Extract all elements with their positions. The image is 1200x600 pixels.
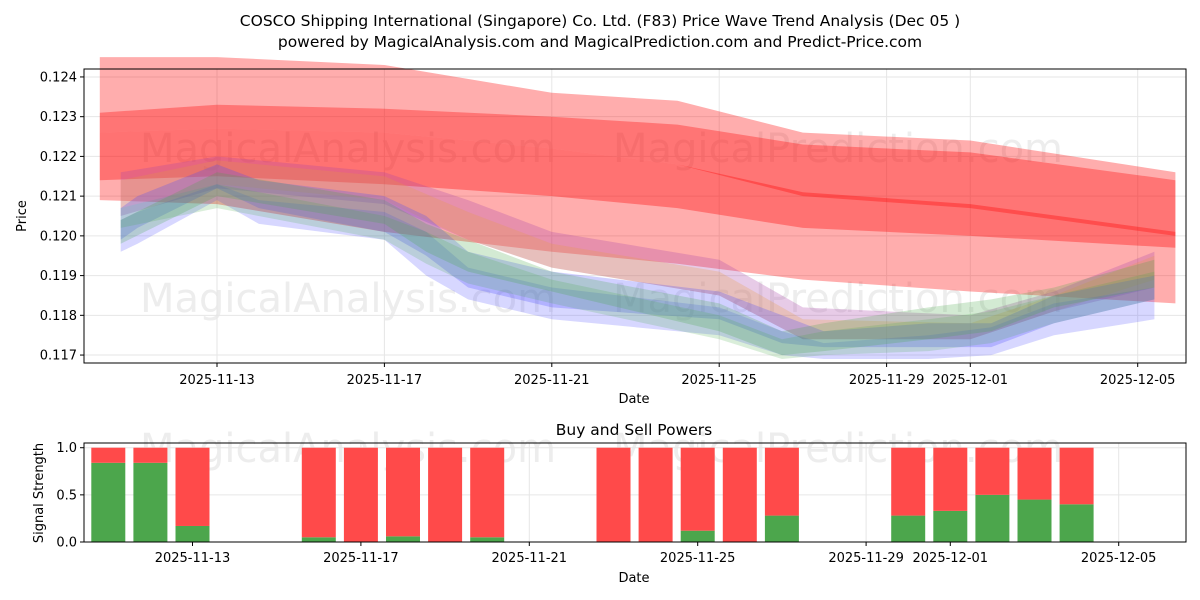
top-y-tick-label: 0.120 (40, 229, 77, 244)
sell-power-bar (428, 447, 463, 542)
top-y-tick-label: 0.121 (40, 190, 77, 205)
sell-power-bar (343, 447, 378, 542)
sell-power-bar (596, 447, 631, 542)
buy-power-bar (175, 525, 210, 542)
buy-power-bar (891, 515, 926, 542)
buy-power-bar (91, 462, 126, 542)
chart-subtitle: powered by MagicalAnalysis.com and Magic… (278, 33, 922, 51)
bottom-y-tick-label: 0.5 (56, 488, 77, 503)
top-x-tick-label: 2025-12-01 (933, 373, 1009, 388)
watermark-text: MagicalPrediction.com (613, 276, 1063, 322)
buy-power-bar (386, 536, 420, 542)
bottom-y-axis-label: Signal Strength (32, 443, 47, 543)
price-band-6 (120, 184, 1155, 359)
buy-power-bar (933, 510, 968, 542)
sell-power-bar (891, 447, 926, 516)
price-band-1 (99, 104, 1176, 236)
sell-power-bar (722, 447, 757, 542)
top-y-axis-label: Price (15, 200, 30, 232)
sell-power-bar (1059, 447, 1094, 505)
top-x-tick-label: 2025-11-13 (179, 373, 255, 388)
top-x-tick-label: 2025-11-29 (849, 373, 925, 388)
sell-power-bar (680, 447, 715, 531)
bottom-x-axis-label: Date (618, 571, 649, 586)
bottom-x-tick-label: 2025-11-29 (828, 551, 904, 566)
top-x-tick-label: 2025-11-17 (347, 373, 423, 388)
price-band-2 (99, 128, 1176, 248)
top-y-tick-label: 0.122 (40, 150, 77, 165)
buy-power-bar (764, 515, 799, 542)
bottom-x-tick-label: 2025-12-05 (1081, 551, 1157, 566)
buy-power-bar (1017, 499, 1052, 542)
top-plot-frame (83, 68, 1187, 364)
sell-power-bar (133, 447, 168, 463)
bottom-x-tick-label: 2025-11-17 (323, 551, 399, 566)
sell-power-bar (975, 447, 1010, 495)
sell-power-bar (91, 447, 126, 463)
top-x-tick-label: 2025-12-05 (1100, 373, 1176, 388)
sell-power-bar (386, 447, 420, 537)
watermark-text: MagicalAnalysis.com (140, 126, 556, 172)
top-y-tick-label: 0.119 (40, 269, 77, 284)
bottom-x-tick-label: 2025-11-25 (660, 551, 736, 566)
buy-power-bar (133, 462, 168, 542)
sell-power-bar (175, 447, 210, 526)
price-band-3 (120, 156, 1155, 340)
sell-power-bar (764, 447, 799, 516)
sell-power-bar (470, 447, 505, 538)
price-band-8 (120, 184, 1155, 359)
bottom-plot-frame (83, 442, 1187, 543)
bottom-y-tick-label: 1.0 (56, 441, 77, 456)
sell-power-bar (301, 447, 336, 538)
top-y-tick-label: 0.124 (40, 70, 77, 85)
buy-power-bar (301, 537, 336, 542)
buy-power-bar (975, 494, 1010, 542)
bottom-x-tick-label: 2025-12-01 (913, 551, 989, 566)
chart-title: COSCO Shipping International (Singapore)… (240, 12, 960, 30)
sell-power-bar (1017, 447, 1052, 500)
price-band-5 (120, 164, 1155, 348)
top-x-tick-label: 2025-11-21 (514, 373, 590, 388)
buy-power-bar (680, 530, 715, 542)
top-y-tick-label: 0.123 (40, 110, 77, 125)
top-x-tick-label: 2025-11-25 (681, 373, 757, 388)
bottom-x-tick-label: 2025-11-21 (492, 551, 568, 566)
sell-power-bar (933, 447, 968, 511)
price-band-7 (120, 172, 1155, 356)
bottom-chart-title: Buy and Sell Powers (556, 421, 713, 439)
bottom-y-tick-label: 0.0 (56, 536, 77, 551)
watermark-text: MagicalPrediction.com (613, 126, 1063, 172)
top-y-tick-label: 0.117 (40, 349, 77, 364)
sell-power-bar (638, 447, 673, 542)
top-y-tick-label: 0.118 (40, 309, 77, 324)
watermark-text: MagicalAnalysis.com (140, 276, 556, 322)
buy-power-bar (470, 537, 505, 542)
price-band-4 (120, 160, 1155, 340)
top-x-axis-label: Date (618, 392, 649, 407)
price-band-0 (99, 57, 1176, 304)
buy-power-bar (1059, 504, 1094, 542)
bottom-x-tick-label: 2025-11-13 (155, 551, 231, 566)
